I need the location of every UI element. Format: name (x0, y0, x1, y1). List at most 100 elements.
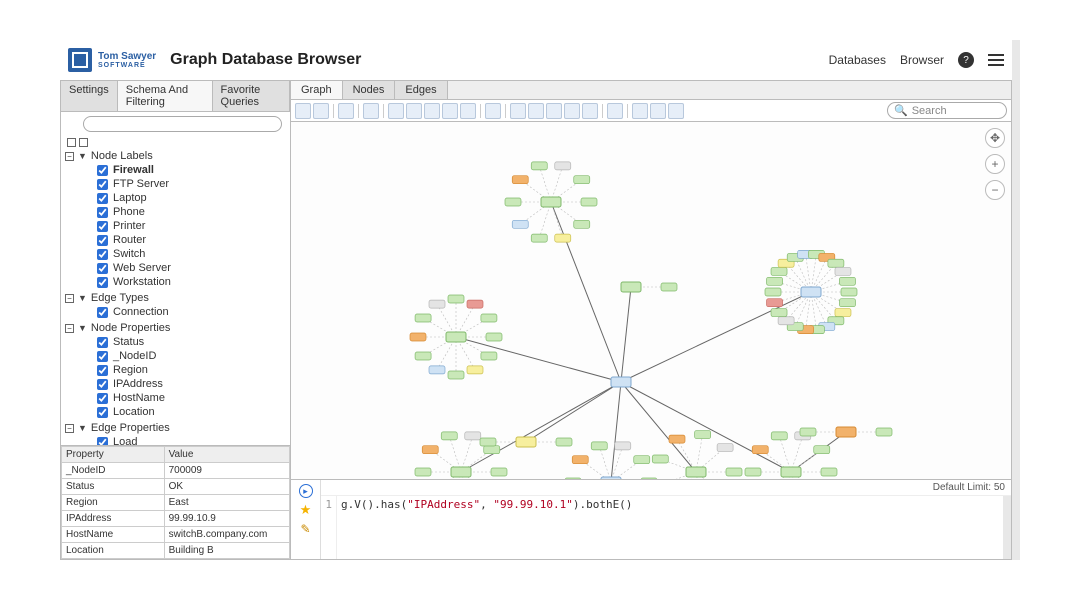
tab-favorites[interactable]: Favorite Queries (213, 81, 290, 111)
tree-checkbox[interactable] (97, 249, 108, 260)
tree-checkbox[interactable] (97, 365, 108, 376)
menu-icon[interactable] (988, 54, 1004, 66)
toolbar-button[interactable] (546, 103, 562, 119)
tree-checkbox[interactable] (97, 393, 108, 404)
nav-databases[interactable]: Databases (829, 53, 886, 67)
toolbar-button[interactable] (564, 103, 580, 119)
tree-checkbox[interactable] (97, 235, 108, 246)
tree-item-label: Location (113, 406, 155, 418)
tree-toggle[interactable]: − (65, 152, 74, 161)
tree-item[interactable]: HostName (97, 391, 288, 405)
toolbar-button[interactable] (485, 103, 501, 119)
tree-checkbox[interactable] (97, 437, 108, 446)
tree-checkbox[interactable] (97, 307, 108, 318)
default-limit-value[interactable]: 50 (994, 482, 1005, 493)
run-query-icon[interactable]: ▸ (299, 484, 313, 498)
tree-item[interactable]: Location (97, 405, 288, 419)
graph-canvas[interactable]: ✥ + − (291, 122, 1011, 479)
tree-item[interactable]: _NodeID (97, 349, 288, 363)
table-row[interactable]: _NodeID700009 (62, 463, 290, 479)
tree-checkbox[interactable] (97, 337, 108, 348)
magic-icon[interactable]: ✎ (300, 522, 310, 536)
tree-checkbox[interactable] (97, 221, 108, 232)
help-icon[interactable]: ? (958, 52, 974, 68)
toolbar-button[interactable] (607, 103, 623, 119)
tree-item[interactable]: Printer (97, 219, 288, 233)
tree-item-label: Status (113, 336, 144, 348)
tree-toggle[interactable]: − (65, 294, 74, 303)
toolbar-button[interactable] (460, 103, 476, 119)
gtab-nodes[interactable]: Nodes (343, 81, 396, 99)
tab-schema[interactable]: Schema And Filtering (118, 81, 213, 111)
tree-item[interactable]: Switch (97, 247, 288, 261)
toolbar-button[interactable] (363, 103, 379, 119)
tree-item[interactable]: Web Server (97, 261, 288, 275)
tree-toggle[interactable]: − (65, 424, 74, 433)
tree-checkbox[interactable] (97, 277, 108, 288)
tree-item[interactable]: Laptop (97, 191, 288, 205)
tree-item[interactable]: Status (97, 335, 288, 349)
tree-item[interactable]: FTP Server (97, 177, 288, 191)
toolbar-button[interactable] (510, 103, 526, 119)
table-row[interactable]: IPAddress99.99.10.9 (62, 511, 290, 527)
tab-settings[interactable]: Settings (61, 81, 118, 111)
tree-item[interactable]: Phone (97, 205, 288, 219)
toolbar-button[interactable] (424, 103, 440, 119)
zoom-in-icon[interactable]: + (985, 154, 1005, 174)
tree-checkbox[interactable] (97, 351, 108, 362)
tree-checkbox[interactable] (97, 379, 108, 390)
tree-item-label: Firewall (113, 164, 154, 176)
table-row[interactable]: StatusOK (62, 479, 290, 495)
pan-control-icon[interactable]: ✥ (985, 128, 1005, 148)
toolbar-button[interactable] (388, 103, 404, 119)
nav-browser[interactable]: Browser (900, 53, 944, 67)
tree-item-label: Laptop (113, 192, 147, 204)
tree-section-title: Node Properties (91, 322, 171, 334)
query-line-number: 1 (321, 496, 337, 559)
toolbar-button[interactable] (313, 103, 329, 119)
graph-toolbar: 🔍 Search (291, 100, 1011, 122)
tree-item-label: Load (113, 436, 137, 445)
toolbar-button[interactable] (406, 103, 422, 119)
tree-item-label: Workstation (113, 276, 171, 288)
tree-checkbox[interactable] (97, 165, 108, 176)
tree-item-label: HostName (113, 392, 165, 404)
toolbar-button[interactable] (528, 103, 544, 119)
tree-checkbox[interactable] (97, 179, 108, 190)
toolbar-button[interactable] (338, 103, 354, 119)
toolbar-button[interactable] (295, 103, 311, 119)
toolbar-button[interactable] (632, 103, 648, 119)
logo-text-1: Tom Sawyer (98, 52, 156, 62)
tree-section-title: Edge Types (91, 292, 149, 304)
tree-item[interactable]: Connection (97, 305, 288, 319)
tree-item[interactable]: IPAddress (97, 377, 288, 391)
tree-search-input[interactable] (83, 116, 282, 132)
table-row[interactable]: HostNameswitchB.company.com (62, 527, 290, 543)
tree-checkbox[interactable] (97, 193, 108, 204)
tree-item-label: FTP Server (113, 178, 169, 190)
gtab-graph[interactable]: Graph (291, 81, 343, 99)
toolbar-button[interactable] (582, 103, 598, 119)
favorite-icon[interactable]: ★ (300, 502, 312, 518)
default-limit-label: Default Limit: (933, 482, 991, 493)
table-row[interactable]: LocationBuilding B (62, 543, 290, 559)
toolbar-button[interactable] (650, 103, 666, 119)
toolbar-button[interactable] (442, 103, 458, 119)
tree-checkbox[interactable] (97, 407, 108, 418)
toolbar-search[interactable]: 🔍 Search (887, 102, 1007, 119)
props-header-prop: Property (62, 447, 165, 463)
tree-item[interactable]: Workstation (97, 275, 288, 289)
tree-expand-controls[interactable] (67, 138, 288, 147)
tree-toggle[interactable]: − (65, 324, 74, 333)
table-row[interactable]: RegionEast (62, 495, 290, 511)
tree-checkbox[interactable] (97, 207, 108, 218)
tree-item[interactable]: Region (97, 363, 288, 377)
gtab-edges[interactable]: Edges (395, 81, 447, 99)
tree-item[interactable]: Router (97, 233, 288, 247)
toolbar-button[interactable] (668, 103, 684, 119)
zoom-out-icon[interactable]: − (985, 180, 1005, 200)
tree-item[interactable]: Load (97, 435, 288, 445)
tree-checkbox[interactable] (97, 263, 108, 274)
tree-item[interactable]: Firewall (97, 163, 288, 177)
query-editor[interactable]: g.V().has("IPAddress", "99.99.10.1").bot… (337, 496, 1003, 559)
